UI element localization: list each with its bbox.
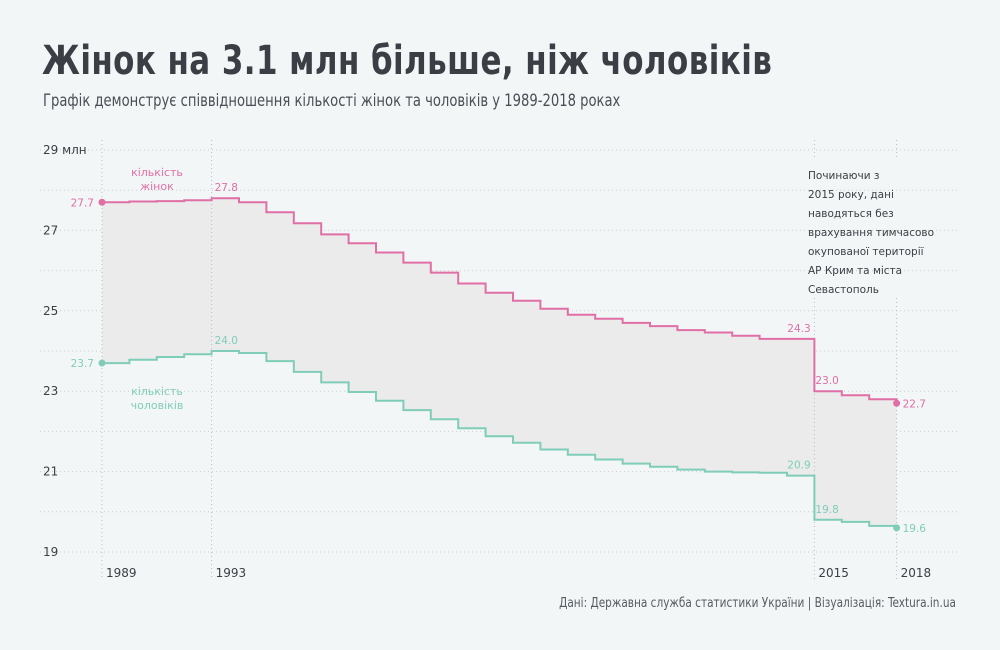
series-label-men: кількість чоловіків [131, 385, 184, 412]
y-tick-label-23: 23 [43, 384, 58, 398]
y-tick-label-19: 19 [43, 545, 58, 559]
y-tick-label-29: 29 млн [43, 143, 87, 157]
data-label-women-2014: 24.3 [787, 323, 810, 335]
data-label-women-1989: 27.7 [71, 197, 94, 209]
annotation-note: Починаючи з 2015 року, дані наводяться без… [808, 170, 934, 296]
chart-subtitle: Графік демонструє співвідношення кількос… [43, 91, 621, 111]
data-labels: 27.7 27.8 24.3 23.0 22.7 23.7 24.0 20.9 19.8 19.6… [71, 166, 927, 535]
x-tick-label-2015: 2015 [818, 566, 849, 580]
point-dot-men-2018 [893, 524, 901, 532]
data-label-men-1993: 24.0 [215, 335, 238, 347]
point-dot-men-1989 [98, 359, 106, 367]
series-line-women [102, 197, 898, 404]
annotation-text: Починаючи з 2015 року, дані наводяться без… [808, 170, 934, 296]
source-credit: Дані: Державна служба статистики України… [559, 596, 956, 611]
data-label-women-2018: 22.7 [903, 398, 926, 410]
y-tick-label-27: 27 [43, 223, 58, 237]
data-label-men-2014: 20.9 [787, 460, 810, 472]
point-dot-women-2018 [893, 399, 901, 407]
y-tick-label-21: 21 [43, 465, 58, 479]
series-line-men [102, 350, 898, 528]
x-tick-label-1989: 1989 [106, 566, 137, 580]
chart-title: Жінок на 3.1 млн більше, ніж чоловіків [42, 38, 773, 84]
series-label-women: кількість жінок [131, 166, 183, 193]
y-tick-label-25: 25 [43, 304, 58, 318]
data-label-men-2015: 19.8 [815, 504, 838, 516]
x-tick-label-1993: 1993 [216, 566, 247, 580]
point-dot-women-1989 [98, 198, 106, 206]
gap-band [102, 198, 897, 528]
data-label-women-2015: 23.0 [815, 375, 838, 387]
x-tick-label-2018: 2018 [901, 566, 932, 580]
axis-labels: 29 млн 27 25 23 21 19 1989 1993 2015 2018 [43, 143, 931, 580]
data-label-men-2018: 19.6 [903, 523, 927, 535]
data-label-women-1993: 27.8 [215, 182, 238, 194]
data-label-men-1989: 23.7 [71, 358, 94, 370]
